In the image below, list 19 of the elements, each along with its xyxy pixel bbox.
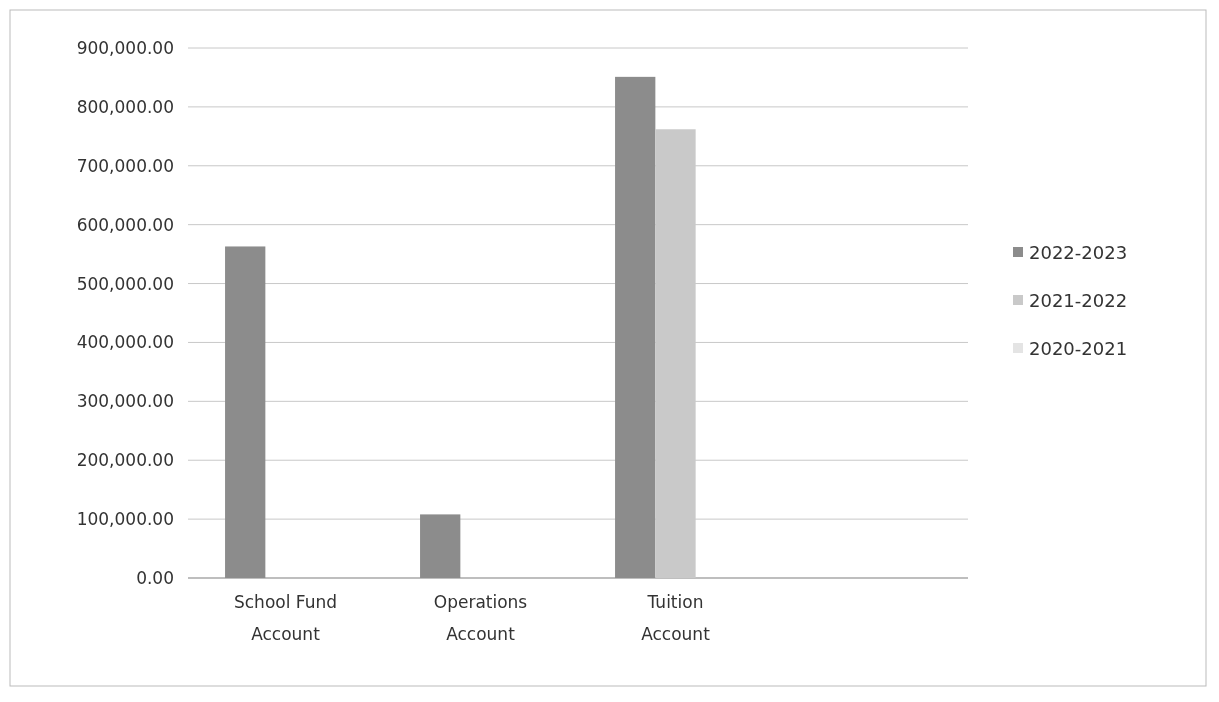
y-tick-label: 200,000.00 — [76, 450, 174, 471]
y-tick-label: 700,000.00 — [76, 155, 174, 176]
bar — [615, 76, 656, 578]
y-tick-label: 600,000.00 — [76, 214, 174, 235]
y-tick-label: 100,000.00 — [76, 509, 174, 530]
bar — [225, 246, 266, 578]
bar — [420, 514, 461, 578]
x-tick-label: Tuition Account — [641, 592, 711, 644]
x-tick-label: Operations Account — [433, 592, 528, 644]
y-tick-label: 300,000.00 — [76, 391, 174, 412]
x-tick-label: School Fund Account — [233, 592, 338, 644]
y-tick-label: 500,000.00 — [76, 273, 174, 294]
y-tick-label: 900,000.00 — [76, 37, 174, 58]
legend-label: 2020-2021 — [1029, 338, 1128, 360]
y-tick-label: 0.00 — [136, 567, 174, 588]
legend-label: 2022-2023 — [1029, 242, 1128, 264]
y-tick-label: 800,000.00 — [76, 96, 174, 117]
y-tick-label: 400,000.00 — [76, 332, 174, 353]
legend-label: 2021-2022 — [1029, 290, 1128, 312]
